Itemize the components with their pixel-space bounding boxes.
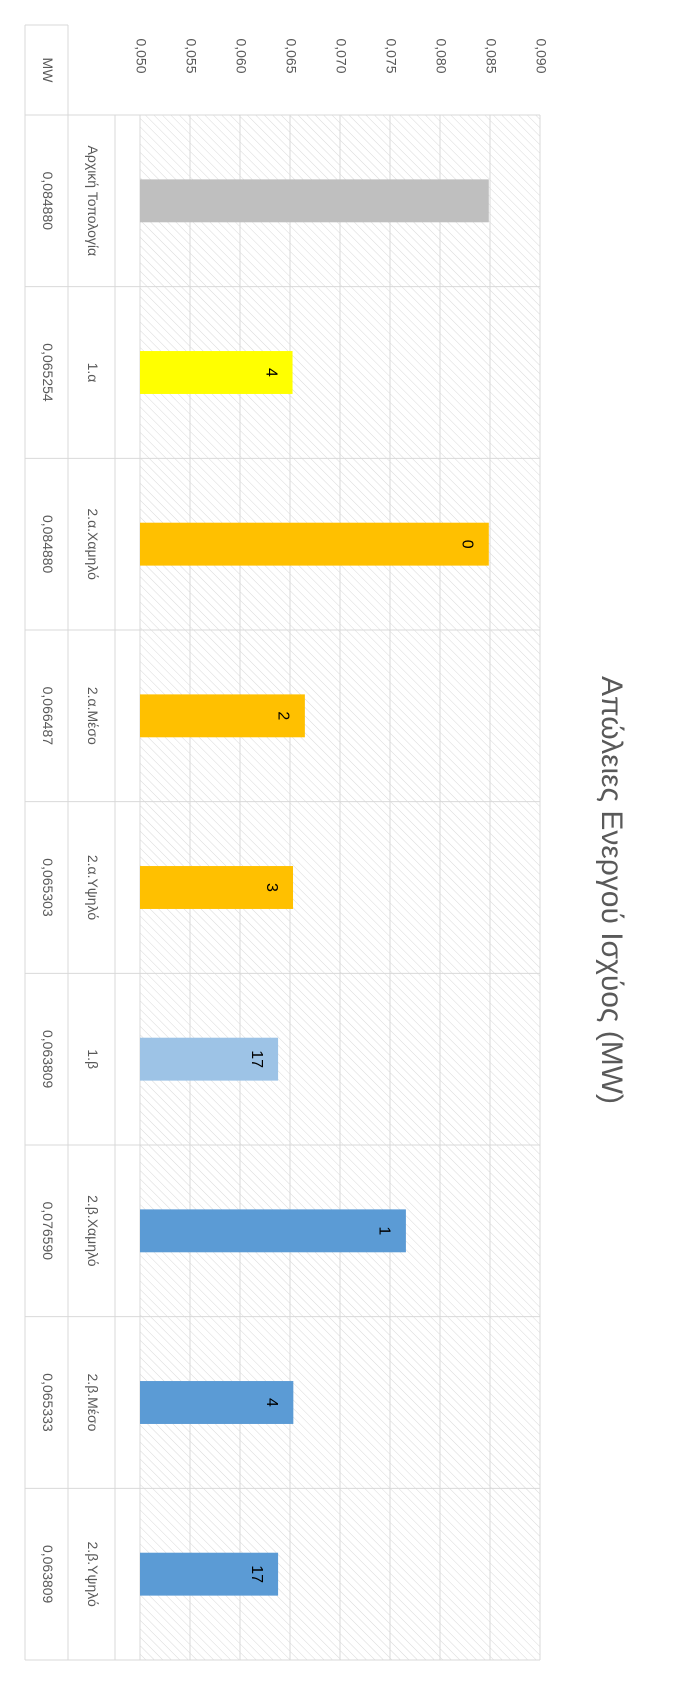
bar (140, 351, 293, 394)
bar-label: 4 (262, 368, 279, 377)
bar (140, 866, 294, 909)
bar (140, 694, 305, 738)
table-value: 0,065333 (40, 1373, 56, 1432)
y-tick-label: 0,060 (233, 38, 249, 73)
x-tick-label: 2.α.Μέσο (85, 687, 101, 745)
table-value: 0,084880 (40, 515, 56, 574)
bar (140, 1037, 279, 1081)
bar (140, 179, 489, 223)
bar-label: 17 (248, 1565, 265, 1583)
bar (140, 1552, 279, 1596)
bar-label: 3 (263, 883, 280, 892)
table-value: 0,076590 (40, 1202, 56, 1261)
y-tick-label: 0,050 (133, 38, 149, 73)
x-tick-label: 2.α.Χαμηλό (85, 508, 101, 580)
y-tick-label: 0,075 (383, 38, 399, 73)
bar-label: 1 (376, 1226, 393, 1235)
x-tick-label: 2.β.Υψηλό (85, 1542, 101, 1608)
table-value: 0,065254 (40, 343, 56, 402)
bar-label: 17 (248, 1050, 265, 1068)
chart-title: Απώλειες Ενεργού Ισχύος (MW) (595, 676, 628, 1104)
table-value: 0,065303 (40, 858, 56, 917)
y-tick-label: 0,055 (183, 38, 199, 73)
table-value: 0,063809 (40, 1545, 56, 1604)
x-tick-label: Αρχική Τοπολογία (85, 146, 101, 257)
bar-label: 4 (263, 1398, 280, 1407)
rotated-chart: Απώλειες Ενεργού Ισχύος (MW) 0,050 0,055 0… (24, 24, 628, 1661)
x-tick-label: 1.α (85, 363, 101, 383)
table-value: 0,066487 (40, 687, 56, 746)
bar (140, 522, 489, 566)
x-tick-label: 2.β.Μέσο (85, 1374, 101, 1432)
table-value: 0,084880 (40, 172, 56, 231)
y-tick-label: 0,070 (333, 38, 349, 73)
bar (140, 1209, 406, 1253)
bar-label: 0 (459, 540, 476, 549)
bar-label: 2 (275, 711, 292, 720)
y-tick-label: 0,085 (483, 38, 499, 73)
table-value: 0,063809 (40, 1030, 56, 1089)
x-tick-label: 2.α.Υψηλό (85, 855, 101, 921)
y-tick-label: 0,080 (433, 38, 449, 73)
y-tick-label: 0,065 (283, 38, 299, 73)
table-row-header: MW (40, 58, 56, 84)
y-tick-label: 0,090 (533, 38, 549, 73)
bar (139, 1381, 294, 1424)
x-tick-label: 2.β.Χαμηλό (85, 1195, 101, 1267)
x-tick-label: 1.β (85, 1049, 101, 1069)
